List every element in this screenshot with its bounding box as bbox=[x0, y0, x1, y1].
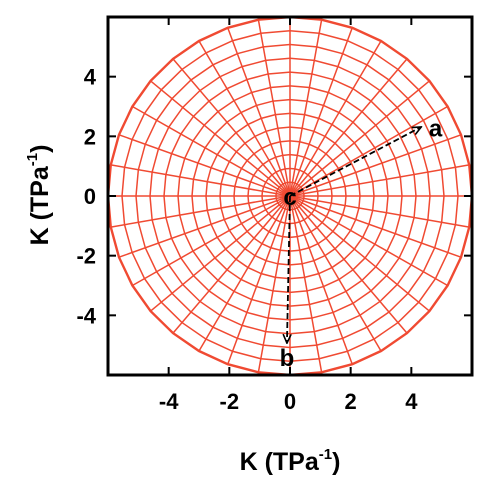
mesh-spoke bbox=[257, 19, 291, 197]
y-tick-label: -2 bbox=[76, 244, 96, 269]
mesh-spoke bbox=[257, 195, 291, 373]
mesh-spoke bbox=[289, 105, 448, 197]
mesh-spoke bbox=[110, 195, 291, 228]
mesh-spoke bbox=[132, 195, 291, 287]
mesh-spoke bbox=[289, 195, 323, 373]
mesh-spoke bbox=[132, 105, 291, 197]
x-tick-label: 4 bbox=[405, 389, 418, 414]
x-tick-label: 2 bbox=[345, 389, 357, 414]
direction-vectors bbox=[287, 127, 420, 342]
y-axis-title-sup: -1 bbox=[24, 153, 41, 166]
x-axis-title-close: ) bbox=[332, 448, 340, 476]
annotation-a: a bbox=[429, 115, 443, 142]
mesh-spoke bbox=[289, 195, 408, 334]
mesh-spoke bbox=[289, 27, 353, 197]
mesh-spoke bbox=[289, 19, 323, 197]
x-tick-label: -2 bbox=[220, 389, 240, 414]
mesh-spoke bbox=[172, 195, 291, 334]
y-axis-title: K (TPa-1) bbox=[24, 145, 54, 246]
mesh-spoke bbox=[289, 195, 462, 258]
vector-b bbox=[287, 195, 290, 342]
mesh-spoke bbox=[289, 195, 353, 365]
mesh-spoke bbox=[289, 195, 470, 228]
mesh-spoke bbox=[289, 195, 448, 287]
mesh-spoke bbox=[118, 195, 291, 258]
mesh-spoke bbox=[289, 40, 382, 197]
mesh-spoke bbox=[198, 40, 291, 197]
mesh-spoke bbox=[289, 164, 470, 197]
x-tick-label: 0 bbox=[284, 389, 296, 414]
y-tick-label: 4 bbox=[84, 65, 97, 90]
mesh-spoke bbox=[150, 80, 291, 197]
mesh-spoke bbox=[198, 195, 291, 352]
mesh-spoke bbox=[227, 195, 291, 365]
y-axis-title-close: ) bbox=[26, 145, 54, 153]
x-tick-label: -4 bbox=[159, 389, 179, 414]
annotation-b: b bbox=[280, 345, 295, 372]
x-axis-title: K (TPa-1) bbox=[240, 446, 341, 476]
vector-a bbox=[289, 127, 420, 197]
mesh-spoke bbox=[289, 58, 408, 197]
y-tick-label: 2 bbox=[84, 124, 96, 149]
mesh-spoke bbox=[289, 195, 430, 312]
x-axis-title-sup: -1 bbox=[319, 446, 332, 463]
axis-ticks: -4 -2 0 2 4 -4 -2 0 2 4 bbox=[76, 17, 472, 414]
mesh-spoke bbox=[118, 134, 291, 197]
mesh-spoke bbox=[227, 27, 291, 197]
y-axis-title-main: K (TPa bbox=[26, 165, 54, 245]
x-axis-title-main: K (TPa bbox=[240, 448, 320, 476]
y-tick-label: 0 bbox=[84, 184, 96, 209]
mesh-spoke bbox=[172, 58, 291, 197]
mesh-spoke bbox=[150, 195, 291, 312]
annotations: c a b bbox=[280, 115, 443, 372]
mesh-spoke bbox=[289, 134, 462, 197]
mesh-spoke bbox=[289, 80, 430, 197]
annotation-c: c bbox=[283, 184, 296, 211]
y-tick-label: -4 bbox=[76, 303, 96, 328]
mesh-spoke bbox=[289, 195, 382, 352]
mesh-spoke bbox=[110, 164, 291, 197]
